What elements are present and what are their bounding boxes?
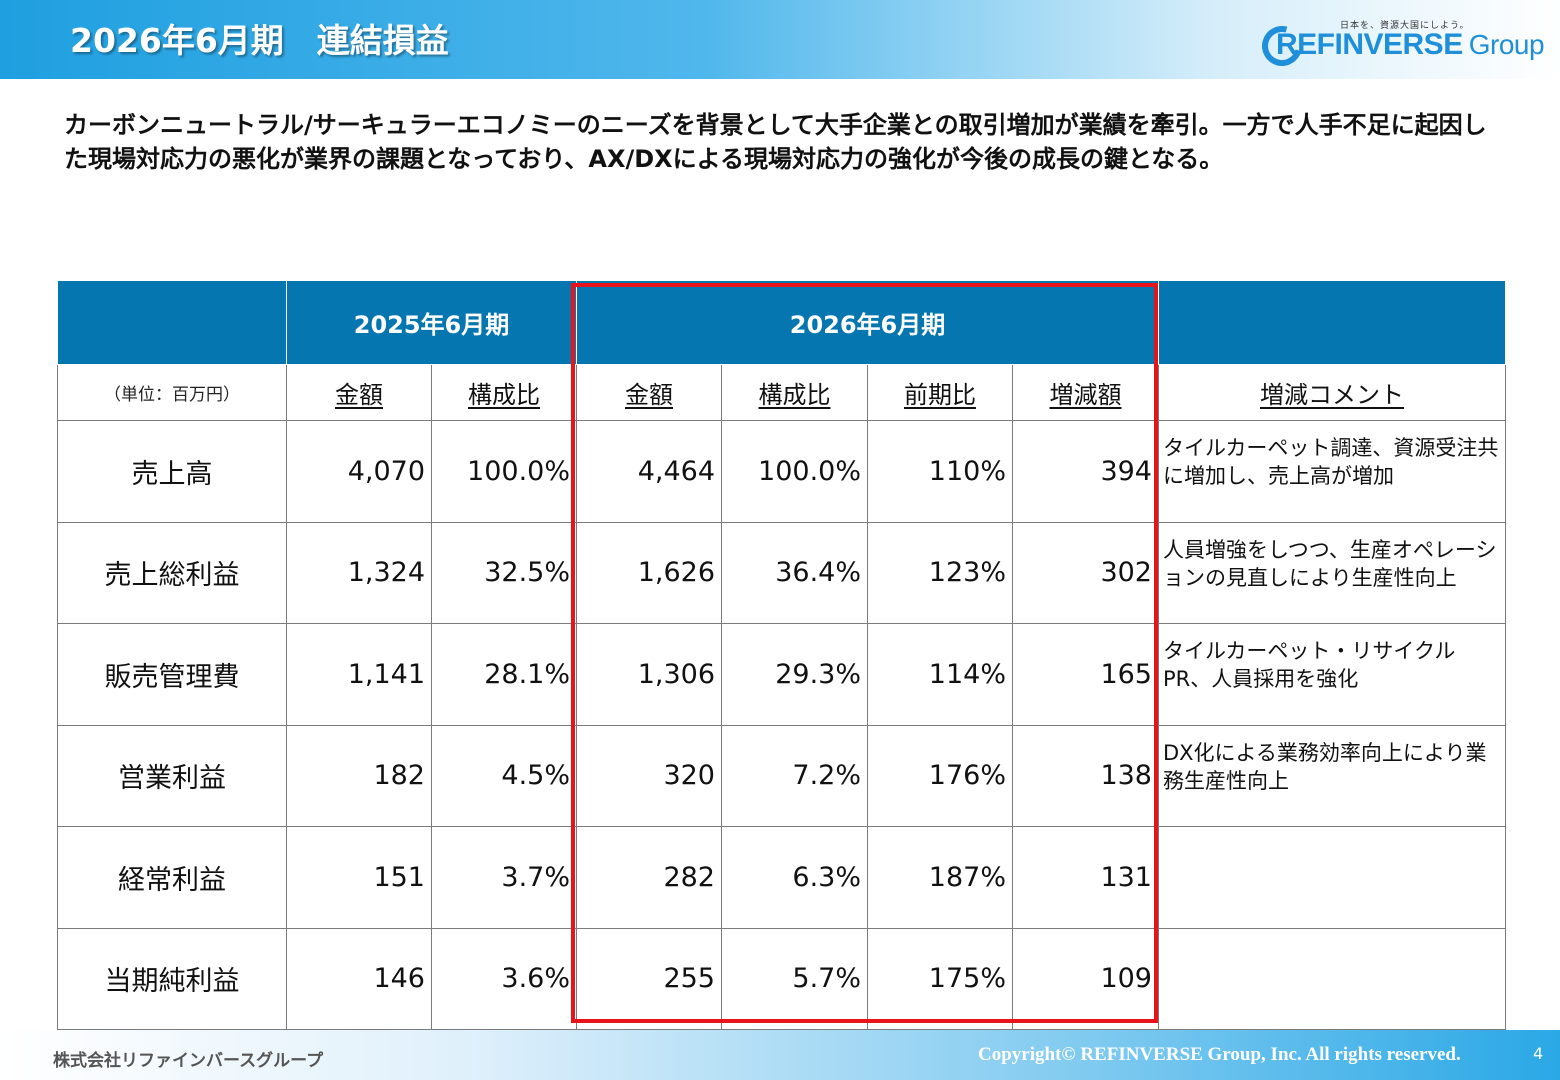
table-row: 売上高 4,070 100.0% 4,464 100.0% 110% 394 タイルカーペット… [57, 420, 1506, 523]
column-header-row: （単位：百万円） 金額 構成比 金額 構成比 前期比 増減額 増減コメント [57, 364, 1506, 421]
prev-amount: 151 [286, 826, 432, 929]
prev-ratio: 100.0% [431, 420, 577, 523]
table-row: 経常利益 151 3.7% 282 6.3% 187% 131 [57, 826, 1506, 929]
yoy-value: 176% [867, 724, 1013, 827]
prev-amount: 1,141 [286, 623, 432, 726]
yoy-value: 110% [867, 420, 1013, 523]
row-label: 売上高 [57, 420, 287, 523]
curr-ratio: 6.3% [721, 826, 868, 929]
curr-amount: 1,306 [576, 623, 722, 726]
curr-amount: 255 [576, 927, 722, 1030]
company-logo: REFINVERSE Group [1276, 28, 1545, 62]
curr-amount: 320 [576, 724, 722, 827]
col-prev-amount: 金額 [286, 364, 432, 421]
diff-value: 165 [1012, 623, 1159, 726]
logo-tagline: 日本を、資源大国にしよう。 [1340, 21, 1470, 31]
row-label: 営業利益 [57, 724, 287, 827]
row-label: 販売管理費 [57, 623, 287, 726]
row-label: 当期純利益 [57, 927, 287, 1030]
curr-amount: 4,464 [576, 420, 722, 523]
comment [1158, 826, 1506, 929]
row-label: 経常利益 [57, 826, 287, 929]
prev-amount: 4,070 [286, 420, 432, 523]
curr-amount: 282 [576, 826, 722, 929]
comment: DX化による業務効率向上により業務生産性向上 [1158, 724, 1506, 827]
lead-text: カーボンニュートラル/サーキュラーエコノミーのニーズを背景として大手企業との取引… [64, 111, 1487, 173]
diff-value: 138 [1012, 724, 1159, 827]
page-number: 4 [1533, 1044, 1544, 1063]
col-curr-ratio: 構成比 [721, 364, 868, 421]
pl-table: 2025年6月期 2026年6月期 （単位：百万円） 金額 構成比 金額 構成比… [57, 280, 1506, 1030]
yoy-value: 114% [867, 623, 1013, 726]
comment: 人員増強をしつつ、生産オペレーションの見直しにより生産性向上 [1158, 521, 1506, 624]
prev-ratio: 32.5% [431, 521, 577, 624]
table-row: 販売管理費 1,141 28.1% 1,306 29.3% 114% 165 タイルカーペット… [57, 623, 1506, 726]
logo-name: REFINVERSE [1276, 28, 1463, 61]
curr-ratio: 5.7% [721, 927, 868, 1030]
comment: タイルカーペット調達、資源受注共に増加し、売上高が増加 [1158, 420, 1506, 523]
prev-ratio: 3.6% [431, 927, 577, 1030]
prev-amount: 182 [286, 724, 432, 827]
comment [1158, 927, 1506, 1030]
footer-bar [0, 1030, 1560, 1080]
period-prev: 2025年6月期 [286, 280, 577, 365]
yoy-value: 187% [867, 826, 1013, 929]
col-comment: 増減コメント [1158, 364, 1506, 421]
col-yoy: 前期比 [867, 364, 1013, 421]
curr-ratio: 36.4% [721, 521, 868, 624]
period-curr: 2026年6月期 [576, 280, 1159, 365]
col-curr-amount: 金額 [576, 364, 722, 421]
curr-ratio: 7.2% [721, 724, 868, 827]
table-row: 当期純利益 146 3.6% 255 5.7% 175% 109 [57, 927, 1506, 1030]
title-bar [0, 0, 1560, 79]
yoy-value: 175% [867, 927, 1013, 1030]
prev-ratio: 28.1% [431, 623, 577, 726]
unit-label: （単位：百万円） [57, 364, 287, 421]
prev-ratio: 4.5% [431, 724, 577, 827]
period-header-row: 2025年6月期 2026年6月期 [57, 280, 1506, 365]
row-label: 売上総利益 [57, 521, 287, 624]
page-title: 2026年6月期 連結損益 [70, 21, 449, 60]
prev-ratio: 3.7% [431, 826, 577, 929]
diff-value: 109 [1012, 927, 1159, 1030]
curr-ratio: 29.3% [721, 623, 868, 726]
footer-company: 株式会社リファインバースグループ [53, 1051, 324, 1071]
yoy-value: 123% [867, 521, 1013, 624]
col-diff: 増減額 [1012, 364, 1159, 421]
table-row: 売上総利益 1,324 32.5% 1,626 36.4% 123% 302 人員増強をしつつ… [57, 521, 1506, 624]
curr-ratio: 100.0% [721, 420, 868, 523]
table-row: 営業利益 182 4.5% 320 7.2% 176% 138 DX化による業務効率向上により… [57, 724, 1506, 827]
header-blank-right [1158, 280, 1506, 365]
curr-amount: 1,626 [576, 521, 722, 624]
header-blank-left [57, 280, 287, 365]
logo-group: Group [1468, 29, 1545, 60]
col-prev-ratio: 構成比 [431, 364, 577, 421]
diff-value: 394 [1012, 420, 1159, 523]
diff-value: 131 [1012, 826, 1159, 929]
diff-value: 302 [1012, 521, 1159, 624]
prev-amount: 1,324 [286, 521, 432, 624]
comment: タイルカーペット・リサイクルPR、人員採用を強化 [1158, 623, 1506, 726]
footer-copyright: Copyright© REFINVERSE Group, Inc. All ri… [978, 1044, 1461, 1065]
prev-amount: 146 [286, 927, 432, 1030]
